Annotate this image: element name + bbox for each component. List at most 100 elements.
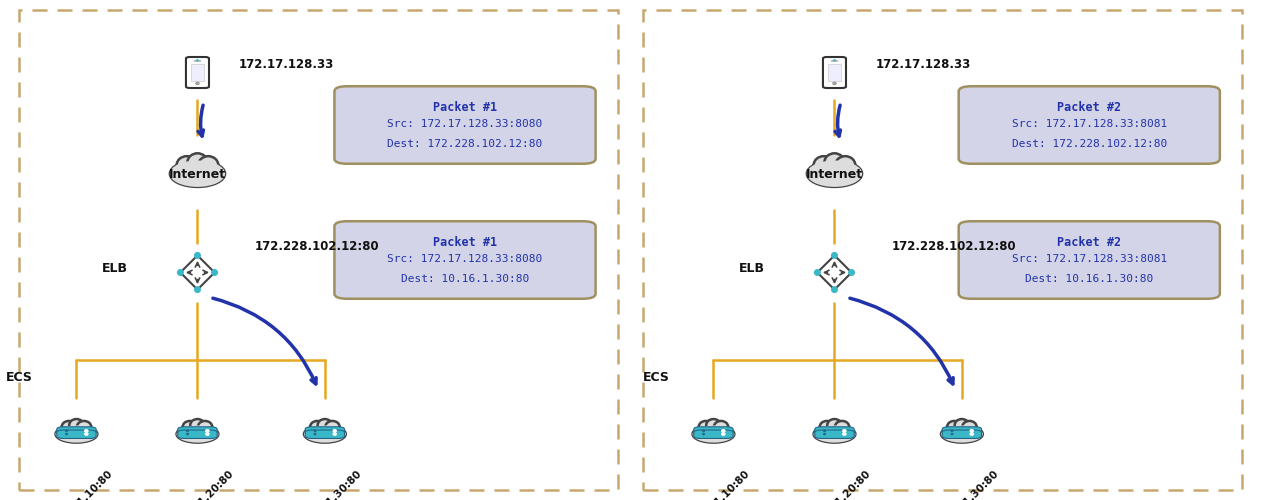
Ellipse shape (941, 426, 982, 442)
Ellipse shape (833, 82, 836, 85)
FancyBboxPatch shape (815, 430, 854, 438)
Text: ECS: ECS (5, 371, 33, 384)
Text: Packet #2: Packet #2 (1057, 101, 1121, 114)
Text: 10.16.1.20:80: 10.16.1.20:80 (172, 468, 236, 500)
Text: ELB: ELB (739, 262, 764, 275)
Ellipse shape (814, 426, 855, 442)
FancyBboxPatch shape (958, 221, 1219, 299)
Ellipse shape (819, 421, 834, 433)
Polygon shape (818, 256, 851, 290)
Text: 172.17.128.33: 172.17.128.33 (238, 58, 334, 71)
Ellipse shape (823, 430, 826, 432)
FancyBboxPatch shape (57, 427, 96, 435)
FancyBboxPatch shape (19, 10, 618, 490)
Ellipse shape (310, 421, 325, 433)
Text: Src: 172.17.128.33:8080: Src: 172.17.128.33:8080 (387, 120, 543, 130)
Ellipse shape (76, 421, 92, 433)
Ellipse shape (313, 430, 316, 432)
Text: ECS: ECS (642, 371, 670, 384)
Ellipse shape (831, 286, 838, 293)
Ellipse shape (187, 154, 208, 172)
Ellipse shape (836, 156, 855, 174)
Ellipse shape (56, 426, 97, 442)
Ellipse shape (806, 160, 862, 187)
Ellipse shape (693, 426, 734, 442)
Ellipse shape (196, 60, 199, 61)
Ellipse shape (721, 432, 725, 436)
Ellipse shape (842, 430, 846, 432)
Text: Src: 172.17.128.33:8080: Src: 172.17.128.33:8080 (387, 254, 543, 264)
Ellipse shape (706, 419, 721, 431)
Ellipse shape (177, 156, 196, 174)
Ellipse shape (333, 430, 336, 432)
FancyBboxPatch shape (191, 64, 204, 80)
Ellipse shape (947, 421, 962, 433)
Ellipse shape (194, 286, 201, 293)
FancyBboxPatch shape (57, 430, 96, 438)
Text: Src: 172.17.128.33:8081: Src: 172.17.128.33:8081 (1012, 120, 1167, 130)
Ellipse shape (199, 156, 218, 174)
Ellipse shape (61, 421, 76, 433)
Ellipse shape (806, 160, 862, 187)
FancyBboxPatch shape (943, 427, 981, 435)
Ellipse shape (177, 426, 218, 442)
FancyBboxPatch shape (694, 430, 733, 438)
FancyBboxPatch shape (178, 427, 217, 435)
Ellipse shape (190, 419, 205, 431)
Text: 172.17.128.33: 172.17.128.33 (875, 58, 971, 71)
Ellipse shape (84, 432, 88, 436)
Text: Internet: Internet (169, 168, 225, 181)
Ellipse shape (833, 60, 836, 61)
Text: Dest: 172.228.102.12:80: Dest: 172.228.102.12:80 (1012, 139, 1167, 149)
Text: Src: 172.17.128.33:8081: Src: 172.17.128.33:8081 (1012, 254, 1167, 264)
Ellipse shape (169, 160, 225, 187)
FancyBboxPatch shape (823, 57, 846, 88)
Text: Dest: 10.16.1.30:80: Dest: 10.16.1.30:80 (1026, 274, 1153, 284)
Ellipse shape (834, 421, 850, 433)
Ellipse shape (205, 432, 209, 436)
Ellipse shape (827, 419, 842, 431)
Ellipse shape (177, 269, 183, 276)
FancyBboxPatch shape (643, 10, 1242, 490)
Text: 172.228.102.12:80: 172.228.102.12:80 (892, 240, 1017, 253)
Ellipse shape (702, 433, 705, 435)
Ellipse shape (970, 432, 973, 436)
Text: Packet #2: Packet #2 (1057, 236, 1121, 249)
FancyBboxPatch shape (943, 430, 981, 438)
Ellipse shape (333, 432, 336, 436)
Ellipse shape (970, 430, 973, 432)
Ellipse shape (713, 421, 729, 433)
Text: Dest: 172.228.102.12:80: Dest: 172.228.102.12:80 (387, 139, 543, 149)
Ellipse shape (842, 432, 846, 436)
Ellipse shape (831, 252, 838, 259)
Ellipse shape (197, 421, 213, 433)
Ellipse shape (56, 426, 97, 442)
Text: 172.228.102.12:80: 172.228.102.12:80 (255, 240, 380, 253)
FancyBboxPatch shape (334, 86, 595, 164)
Text: 10.16.1.10:80: 10.16.1.10:80 (688, 468, 752, 500)
FancyBboxPatch shape (815, 427, 854, 435)
Ellipse shape (693, 426, 734, 442)
Ellipse shape (848, 269, 855, 276)
Ellipse shape (65, 430, 68, 432)
FancyBboxPatch shape (306, 427, 344, 435)
Ellipse shape (304, 426, 345, 442)
Ellipse shape (317, 419, 333, 431)
Text: Packet #1: Packet #1 (433, 101, 497, 114)
Ellipse shape (954, 419, 970, 431)
Ellipse shape (698, 421, 713, 433)
Ellipse shape (169, 160, 225, 187)
FancyBboxPatch shape (178, 430, 217, 438)
Ellipse shape (196, 82, 199, 85)
Ellipse shape (304, 426, 345, 442)
FancyBboxPatch shape (828, 64, 841, 80)
Ellipse shape (814, 426, 855, 442)
Ellipse shape (182, 421, 197, 433)
Text: ELB: ELB (102, 262, 127, 275)
Ellipse shape (962, 421, 977, 433)
FancyBboxPatch shape (694, 427, 733, 435)
FancyBboxPatch shape (958, 86, 1219, 164)
Ellipse shape (84, 430, 88, 432)
Ellipse shape (824, 154, 845, 172)
Text: Dest: 10.16.1.30:80: Dest: 10.16.1.30:80 (401, 274, 529, 284)
